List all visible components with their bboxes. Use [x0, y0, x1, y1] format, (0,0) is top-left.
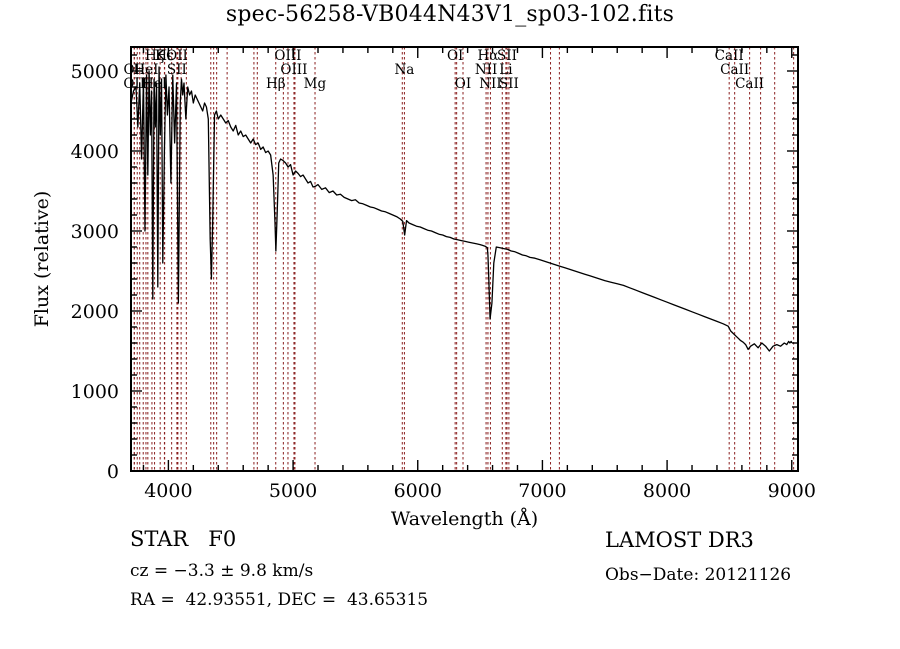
- spectral-line-label: OII: [123, 62, 145, 78]
- survey-name-text: LAMOST DR3: [605, 528, 754, 552]
- spectral-line-label: OIII: [280, 62, 307, 78]
- page-title: spec-56258-VB044N43V1_sp03-102.fits: [225, 2, 675, 27]
- spectral-line-label: HeI: [142, 76, 167, 92]
- y-axis-tick-label: 4000: [71, 141, 119, 163]
- spectral-line-label: OI: [455, 76, 471, 92]
- spectral-line-label: NII: [475, 62, 497, 78]
- spectral-line-label: SII: [497, 48, 517, 64]
- spectrum-curve: [131, 66, 793, 352]
- spectral-line-label: Hβ: [266, 76, 286, 92]
- spectral-line-label: SII: [499, 76, 519, 92]
- spectral-line-label: Hα: [477, 48, 498, 64]
- object-class-text: STAR F0: [130, 527, 237, 551]
- spectral-line-label: Li: [499, 62, 513, 78]
- spectral-line-label: Mg: [304, 76, 327, 92]
- x-axis-tick-label: 9000: [768, 480, 816, 502]
- y-axis-tick-label: 1000: [71, 381, 119, 403]
- spectral-line-markers: [133, 47, 795, 471]
- spectral-line-label: CaII: [720, 62, 749, 78]
- spectral-line-label: OI: [447, 48, 463, 64]
- coordinates-text: RA = 42.93551, DEC = 43.65315: [130, 590, 429, 610]
- metadata-right-column: LAMOST DR3 Obs−Date: 20121126: [605, 528, 791, 585]
- spectral-line-label: K: [155, 48, 166, 64]
- x-axis-tick-label: 7000: [518, 480, 566, 502]
- spectral-line-label: CaII: [715, 48, 744, 64]
- spectral-line-label: OII: [166, 48, 188, 64]
- spectral-line-label: NII: [479, 76, 501, 92]
- y-axis-tick-label: 2000: [71, 301, 119, 323]
- spectral-line-label: CaII: [735, 76, 764, 92]
- spectral-line-label: HeI: [133, 62, 158, 78]
- axis-ticks: [131, 47, 798, 472]
- metadata-footer: STAR F0 cz = −3.3 ± 9.8 km/s RA = 42.935…: [0, 528, 900, 648]
- y-axis-tick-label: 5000: [71, 61, 119, 83]
- x-axis-tick-label: 6000: [394, 480, 442, 502]
- x-axis-tick-label: 8000: [643, 480, 691, 502]
- observation-date-text: Obs−Date: 20121126: [605, 565, 792, 585]
- y-axis-tick-label: 3000: [71, 221, 119, 243]
- x-axis-tick-label: 5000: [269, 480, 317, 502]
- radial-velocity-text: cz = −3.3 ± 9.8 km/s: [130, 561, 314, 581]
- spectral-line-label: Hζ: [145, 48, 164, 64]
- spectral-line-label: OIII: [274, 48, 301, 64]
- y-axis-title: Flux (relative): [31, 191, 53, 328]
- plot-frame: [130, 46, 799, 472]
- x-axis-tick-label: 4000: [144, 480, 192, 502]
- metadata-left-column: STAR F0 cz = −3.3 ± 9.8 km/s RA = 42.935…: [130, 528, 428, 610]
- spectral-line-label: OII: [123, 76, 145, 92]
- spectral-line-label: SII: [167, 62, 187, 78]
- x-axis-title: Wavelength (Å): [391, 508, 538, 530]
- spectral-line-label: Na: [394, 62, 414, 78]
- spectral-line-label: Hε: [155, 48, 174, 64]
- y-axis-tick-label: 0: [107, 461, 119, 483]
